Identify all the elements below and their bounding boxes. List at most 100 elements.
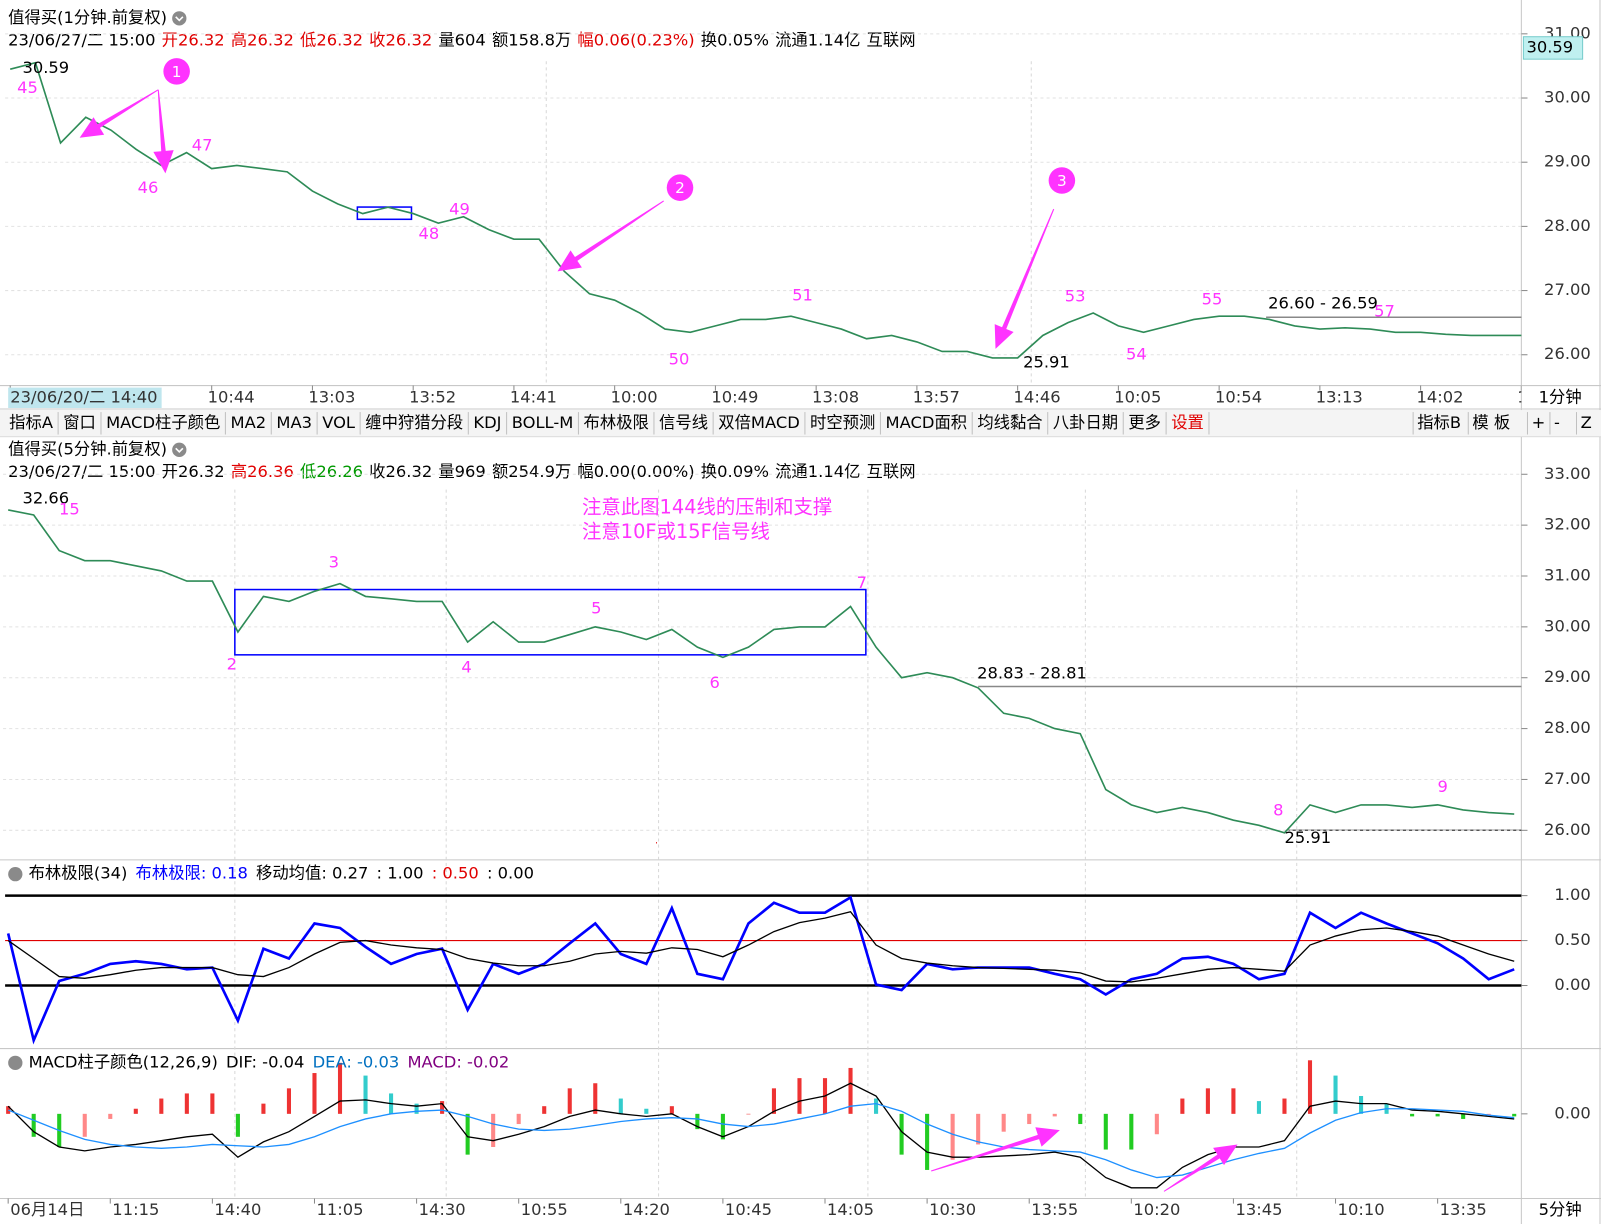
annotation: 3 [329, 553, 339, 572]
annotation: 48 [418, 224, 439, 243]
x-tick-label: 13:52 [409, 387, 456, 406]
x-tick-label: 10:00 [611, 387, 658, 406]
macd-bar [1205, 1088, 1210, 1114]
info-segment: DEA: -0.03 [313, 1052, 400, 1071]
info-segment: 幅0.00(0.00%) [577, 462, 694, 481]
x-tick-label: 14:41 [510, 387, 557, 406]
macd-bar [1307, 1060, 1313, 1114]
info-segment: : 0.00 [487, 864, 534, 883]
toolbar-button[interactable]: 双倍MACD [718, 413, 800, 432]
toolbar-button[interactable]: 指标A [9, 413, 54, 432]
info-segment: 互联网 [867, 30, 916, 49]
dropdown-icon[interactable] [8, 867, 23, 882]
macd-bar [133, 1108, 138, 1114]
toolbar-button[interactable]: MA3 [276, 413, 312, 432]
macd-bar [746, 1113, 751, 1115]
toolbar-button[interactable]: 时空预测 [810, 413, 875, 432]
info-segment: 互联网 [867, 462, 916, 481]
toolbar-button[interactable]: 信号线 [659, 413, 708, 432]
macd-bar [235, 1113, 240, 1137]
step-marker-label: 1 [172, 63, 182, 81]
x-tick-label: 11:15 [112, 1200, 159, 1219]
panel-title: 值得买(1分钟.前复权) [8, 8, 167, 27]
period-label[interactable]: 1分钟 [1539, 387, 1582, 406]
x-tick-label: 10:20 [1133, 1200, 1180, 1219]
toolbar-button[interactable]: VOL [322, 413, 355, 432]
annotation: 49 [449, 200, 470, 219]
annotation: 28.83 - 28.81 [977, 664, 1087, 683]
toolbar-button[interactable]: 指标B [1417, 413, 1461, 432]
x-tick-label: 14:30 [419, 1200, 466, 1219]
toolbar-button[interactable]: 缠中狩猎分段 [365, 413, 463, 432]
toolbar-button[interactable]: BOLL-M [512, 413, 574, 432]
y-tick-label: 29.00 [1544, 667, 1591, 686]
x-tick-label: 13:13 [1316, 387, 1363, 406]
annotation: 32.66 [22, 488, 69, 507]
consolidation-box [234, 588, 867, 656]
info-segment: 收26.32 [369, 462, 432, 481]
x-tick-label: 13:45 [1235, 1200, 1282, 1219]
y-tick-label: 26.00 [1544, 820, 1591, 839]
toolbar-button[interactable]: 设置 [1171, 413, 1204, 432]
info-segment: 高26.32 [231, 30, 294, 49]
macd-bar [108, 1113, 113, 1119]
toolbar-button[interactable]: 模 板 [1472, 413, 1510, 432]
info-segment: 低26.26 [300, 462, 363, 481]
macd-bar [1180, 1098, 1185, 1114]
macd-bar [669, 1106, 674, 1114]
macd-bar [363, 1075, 368, 1114]
annotation: 注意此图144线的压制和支撑 [582, 495, 832, 518]
toolbar-button[interactable]: 更多 [1128, 413, 1161, 432]
macd-bar [337, 1062, 343, 1114]
macd-bar [618, 1098, 623, 1114]
arrow [153, 89, 174, 174]
period-label[interactable]: 5分钟 [1539, 1200, 1582, 1219]
dropdown-icon[interactable] [172, 11, 187, 26]
macd-bar [950, 1113, 955, 1160]
x-tick-label: 14:20 [623, 1200, 670, 1219]
x-tick-label: 13:57 [913, 387, 960, 406]
info-segment: 移动均值: 0.27 [256, 864, 368, 883]
annotation: 57 [1374, 302, 1395, 321]
y-tick-label: 0.00 [1554, 975, 1590, 994]
toolbar-button[interactable]: 八卦日期 [1053, 413, 1118, 432]
annotation: 30.59 [22, 58, 69, 77]
step-marker-label: 2 [675, 179, 685, 197]
toolbar-button[interactable]: + [1532, 413, 1546, 432]
x-tick-label: 13:03 [308, 387, 355, 406]
step-marker [666, 174, 694, 201]
toolbar [0, 410, 1601, 437]
dropdown-icon[interactable] [8, 1055, 23, 1070]
macd-bar [1333, 1075, 1338, 1114]
toolbar-button[interactable]: MA2 [231, 413, 267, 432]
annotation: 4 [461, 658, 471, 677]
toolbar-button[interactable]: 均线黏合 [977, 413, 1042, 432]
y-tick-label: 30.00 [1544, 88, 1591, 107]
x-tick-label: 10:54 [1215, 387, 1262, 406]
macd-bar [1461, 1113, 1466, 1119]
toolbar-button[interactable]: KDJ [473, 413, 501, 432]
dropdown-icon[interactable] [172, 442, 187, 457]
info-segment: 23/06/27/二 15:00 [8, 30, 155, 49]
annotation: 15 [59, 500, 80, 519]
macd-bar [1103, 1113, 1108, 1150]
info-segment: 收26.32 [369, 30, 432, 49]
price-line [6, 895, 1515, 1045]
toolbar-button[interactable]: 布林极限 [584, 413, 649, 432]
info-segment: 换0.09% [701, 462, 769, 481]
toolbar-button[interactable]: MACD柱子颜色 [106, 413, 220, 432]
panel-title: 值得买(5分钟.前复权) [8, 439, 167, 458]
toolbar-button[interactable]: 窗口 [63, 413, 96, 432]
indicator-title: 布林极限(34) [29, 864, 128, 883]
toolbar-button[interactable]: - [1554, 413, 1560, 432]
chart-3 [6, 1060, 1517, 1189]
annotation: 55 [1202, 289, 1223, 308]
x-tick-label: 13:08 [812, 387, 859, 406]
arrow [79, 89, 159, 138]
info-segment: 量604 [438, 30, 485, 49]
toolbar-button[interactable]: Z [1581, 413, 1592, 432]
x-axis: 06月14日 11:15 14:40 11:05 14:30 10:55 14:20 10:4… [7, 1198, 1487, 1219]
toolbar-button[interactable]: MACD面积 [886, 413, 968, 432]
x-tick-label: 23/06/20/二 14:40 [10, 387, 157, 406]
